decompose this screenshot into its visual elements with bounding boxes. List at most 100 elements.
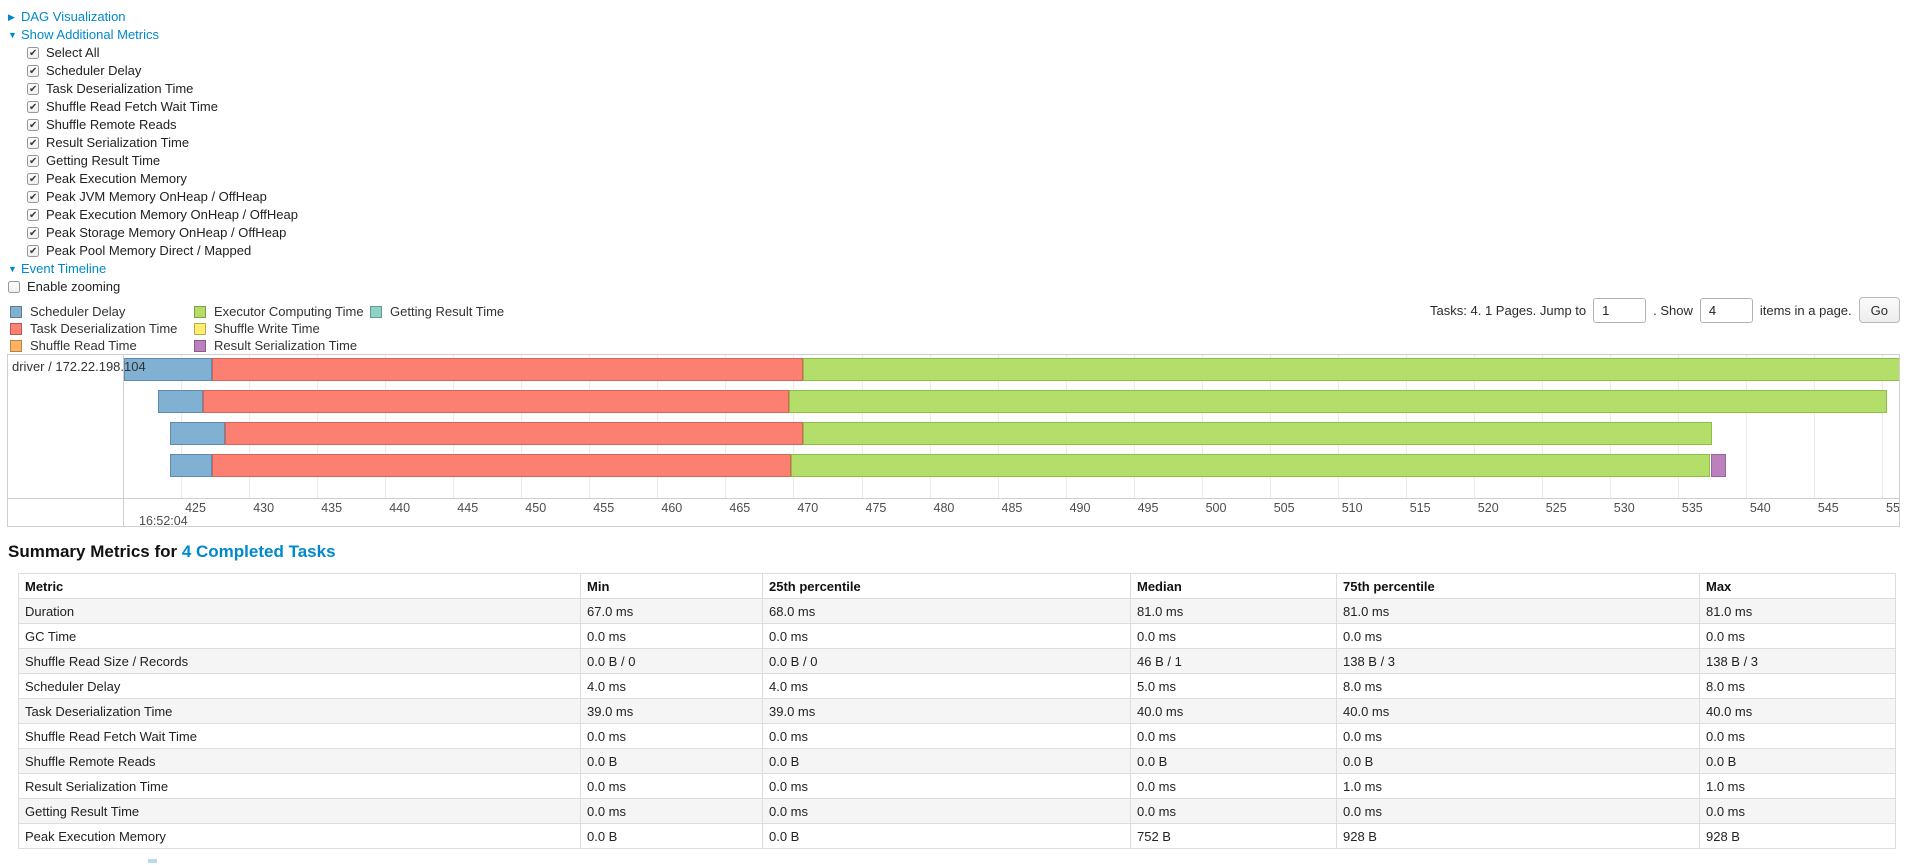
metric-checkbox-row: Peak Execution Memory OnHeap / OffHeap [8,206,298,225]
metric-value-cell: 0.0 ms [1130,798,1337,824]
legend-column: Scheduler Delay Task Deserialization Time… [10,303,177,354]
metric-checkbox-row: Scheduler Delay [8,62,298,81]
metric-checkbox-row: Task Deserialization Time [8,80,298,99]
dag-visualization-toggle[interactable]: ▶ DAG Visualization [8,8,298,26]
metric-name-cell: Task Deserialization Time [18,698,581,724]
metric-value-cell: 0.0 ms [762,773,1131,799]
summary-table-row: Shuffle Read Fetch Wait Time 0.0 ms 0.0 ms… [18,723,1896,749]
axis-tick-label: 500 [1205,501,1227,515]
metric-checkbox-row: Getting Result Time [8,152,298,171]
metric-checkbox[interactable] [27,225,39,243]
metric-value-cell: 81.0 ms [1130,598,1337,624]
axis-tick-label: 545 [1817,501,1839,515]
legend-column: Getting Result Time [370,303,504,320]
metric-value-cell: 67.0 ms [580,598,763,624]
axis-tick-label: 535 [1681,501,1703,515]
axis-tick-label: 425 [185,501,206,515]
show-label: . Show [1653,302,1693,318]
metric-value-cell: 928 B [1336,823,1700,849]
axis-tick-label: 550 [1886,501,1900,515]
task-bar-scheduler-delay-segment [124,358,213,381]
select-all-checkbox[interactable] [27,45,39,63]
metric-value-cell: 0.0 B [1336,748,1700,774]
metric-name-cell: Peak Execution Memory [18,823,581,849]
metric-checkbox[interactable] [27,99,39,117]
metric-value-cell: 0.0 ms [1130,623,1337,649]
summary-column-header: Metric [18,573,581,599]
metric-checkbox-label: Shuffle Read Fetch Wait Time [46,99,218,114]
metric-checkbox[interactable] [27,117,39,135]
legend-item: Task Deserialization Time [10,320,177,337]
metric-value-cell: 928 B [1699,823,1896,849]
event-timeline-link[interactable]: Event Timeline [21,261,107,276]
legend-item-label: Executor Computing Time [214,304,364,319]
task-deserialization-swatch-icon [10,323,22,335]
enable-zooming-checkbox[interactable] [8,281,20,293]
metric-checkbox-label: Peak Execution Memory [46,171,187,186]
dag-visualization-link[interactable]: DAG Visualization [21,9,126,24]
metric-name-cell: Shuffle Remote Reads [18,748,581,774]
metric-checkbox[interactable] [27,135,39,153]
metric-checkbox-row: Shuffle Remote Reads [8,116,298,135]
metric-value-cell: 0.0 ms [1699,623,1896,649]
metric-value-cell: 0.0 ms [1130,723,1337,749]
metric-value-cell: 46 B / 1 [1130,648,1337,674]
metric-checkbox-row: Peak Execution Memory [8,170,298,189]
timeline-axis-line [8,498,1899,499]
metric-checkbox[interactable] [27,81,39,99]
cutoff-content-fragment [148,859,157,863]
metric-checkbox[interactable] [27,153,39,171]
metric-checkbox[interactable] [27,63,39,81]
summary-column-header: Min [580,573,763,599]
metric-value-cell: 81.0 ms [1336,598,1700,624]
axis-tick-label: 505 [1273,501,1295,515]
task-bar-scheduler-delay-segment [158,390,203,413]
go-button[interactable]: Go [1858,297,1900,323]
task-bar-executor-computing-segment [803,422,1712,445]
metric-checkbox-label: Peak Storage Memory OnHeap / OffHeap [46,225,287,240]
metric-value-cell: 68.0 ms [762,598,1131,624]
metric-checkbox-row: Result Serialization Time [8,134,298,153]
stage-view-controls: ▶ DAG Visualization ▼ Show Additional Metr… [8,8,298,296]
axis-tick-label: 540 [1749,501,1771,515]
metric-value-cell: 39.0 ms [762,698,1131,724]
summary-table-row: Duration 67.0 ms 68.0 ms 81.0 ms 81.0 ms 81.0… [18,598,1896,624]
legend-item-label: Shuffle Write Time [214,321,320,336]
metric-checkbox[interactable] [27,207,39,225]
axis-tick-label: 520 [1477,501,1499,515]
metric-value-cell: 752 B [1130,823,1337,849]
pagination-controls: Tasks: 4. 1 Pages. Jump to . Show items … [1430,290,1900,330]
expanded-arrow-icon: ▼ [8,30,17,40]
legend-column: Executor Computing Time Shuffle Write Tim… [194,303,364,354]
metric-value-cell: 0.0 ms [580,723,763,749]
axis-tick-label: 460 [661,501,683,515]
summary-metrics-table: Metric Min 25th percentile Median 75th perce… [18,573,1896,849]
metric-value-cell: 5.0 ms [1130,673,1337,699]
legend-item: Shuffle Write Time [194,320,364,337]
metric-checkbox-row: Peak Storage Memory OnHeap / OffHeap [8,224,298,243]
show-additional-metrics-link[interactable]: Show Additional Metrics [21,27,160,42]
axis-tick-label: 430 [253,501,275,515]
tasks-pages-text: Tasks: 4. 1 Pages. Jump to [1430,302,1587,318]
expanded-arrow-icon: ▼ [8,264,17,274]
metric-checkbox[interactable] [27,189,39,207]
metric-checkbox[interactable] [27,243,39,261]
metric-checkbox-label: Select All [46,45,100,60]
axis-tick-label: 485 [1001,501,1023,515]
task-bar-executor-computing-segment [790,454,1711,477]
summary-table-header-row: Metric Min 25th percentile Median 75th perce… [18,573,1896,599]
metric-value-cell: 0.0 ms [1699,798,1896,824]
axis-tick-label: 530 [1613,501,1635,515]
metric-checkbox[interactable] [27,171,39,189]
summary-column-header: 25th percentile [762,573,1131,599]
enable-zooming-label: Enable zooming [27,279,121,294]
show-additional-metrics-toggle[interactable]: ▼ Show Additional Metrics [8,26,298,44]
event-timeline-toggle[interactable]: ▼ Event Timeline [8,260,298,278]
task-bar-result-serialization-segment [1710,454,1726,477]
metric-checkbox-row: Select All [8,44,298,63]
metric-name-cell: Duration [18,598,581,624]
metric-value-cell: 40.0 ms [1699,698,1896,724]
jump-to-page-input[interactable] [1593,297,1647,323]
completed-tasks-link[interactable]: 4 Completed Tasks [181,542,336,561]
items-per-page-input[interactable] [1699,297,1753,323]
